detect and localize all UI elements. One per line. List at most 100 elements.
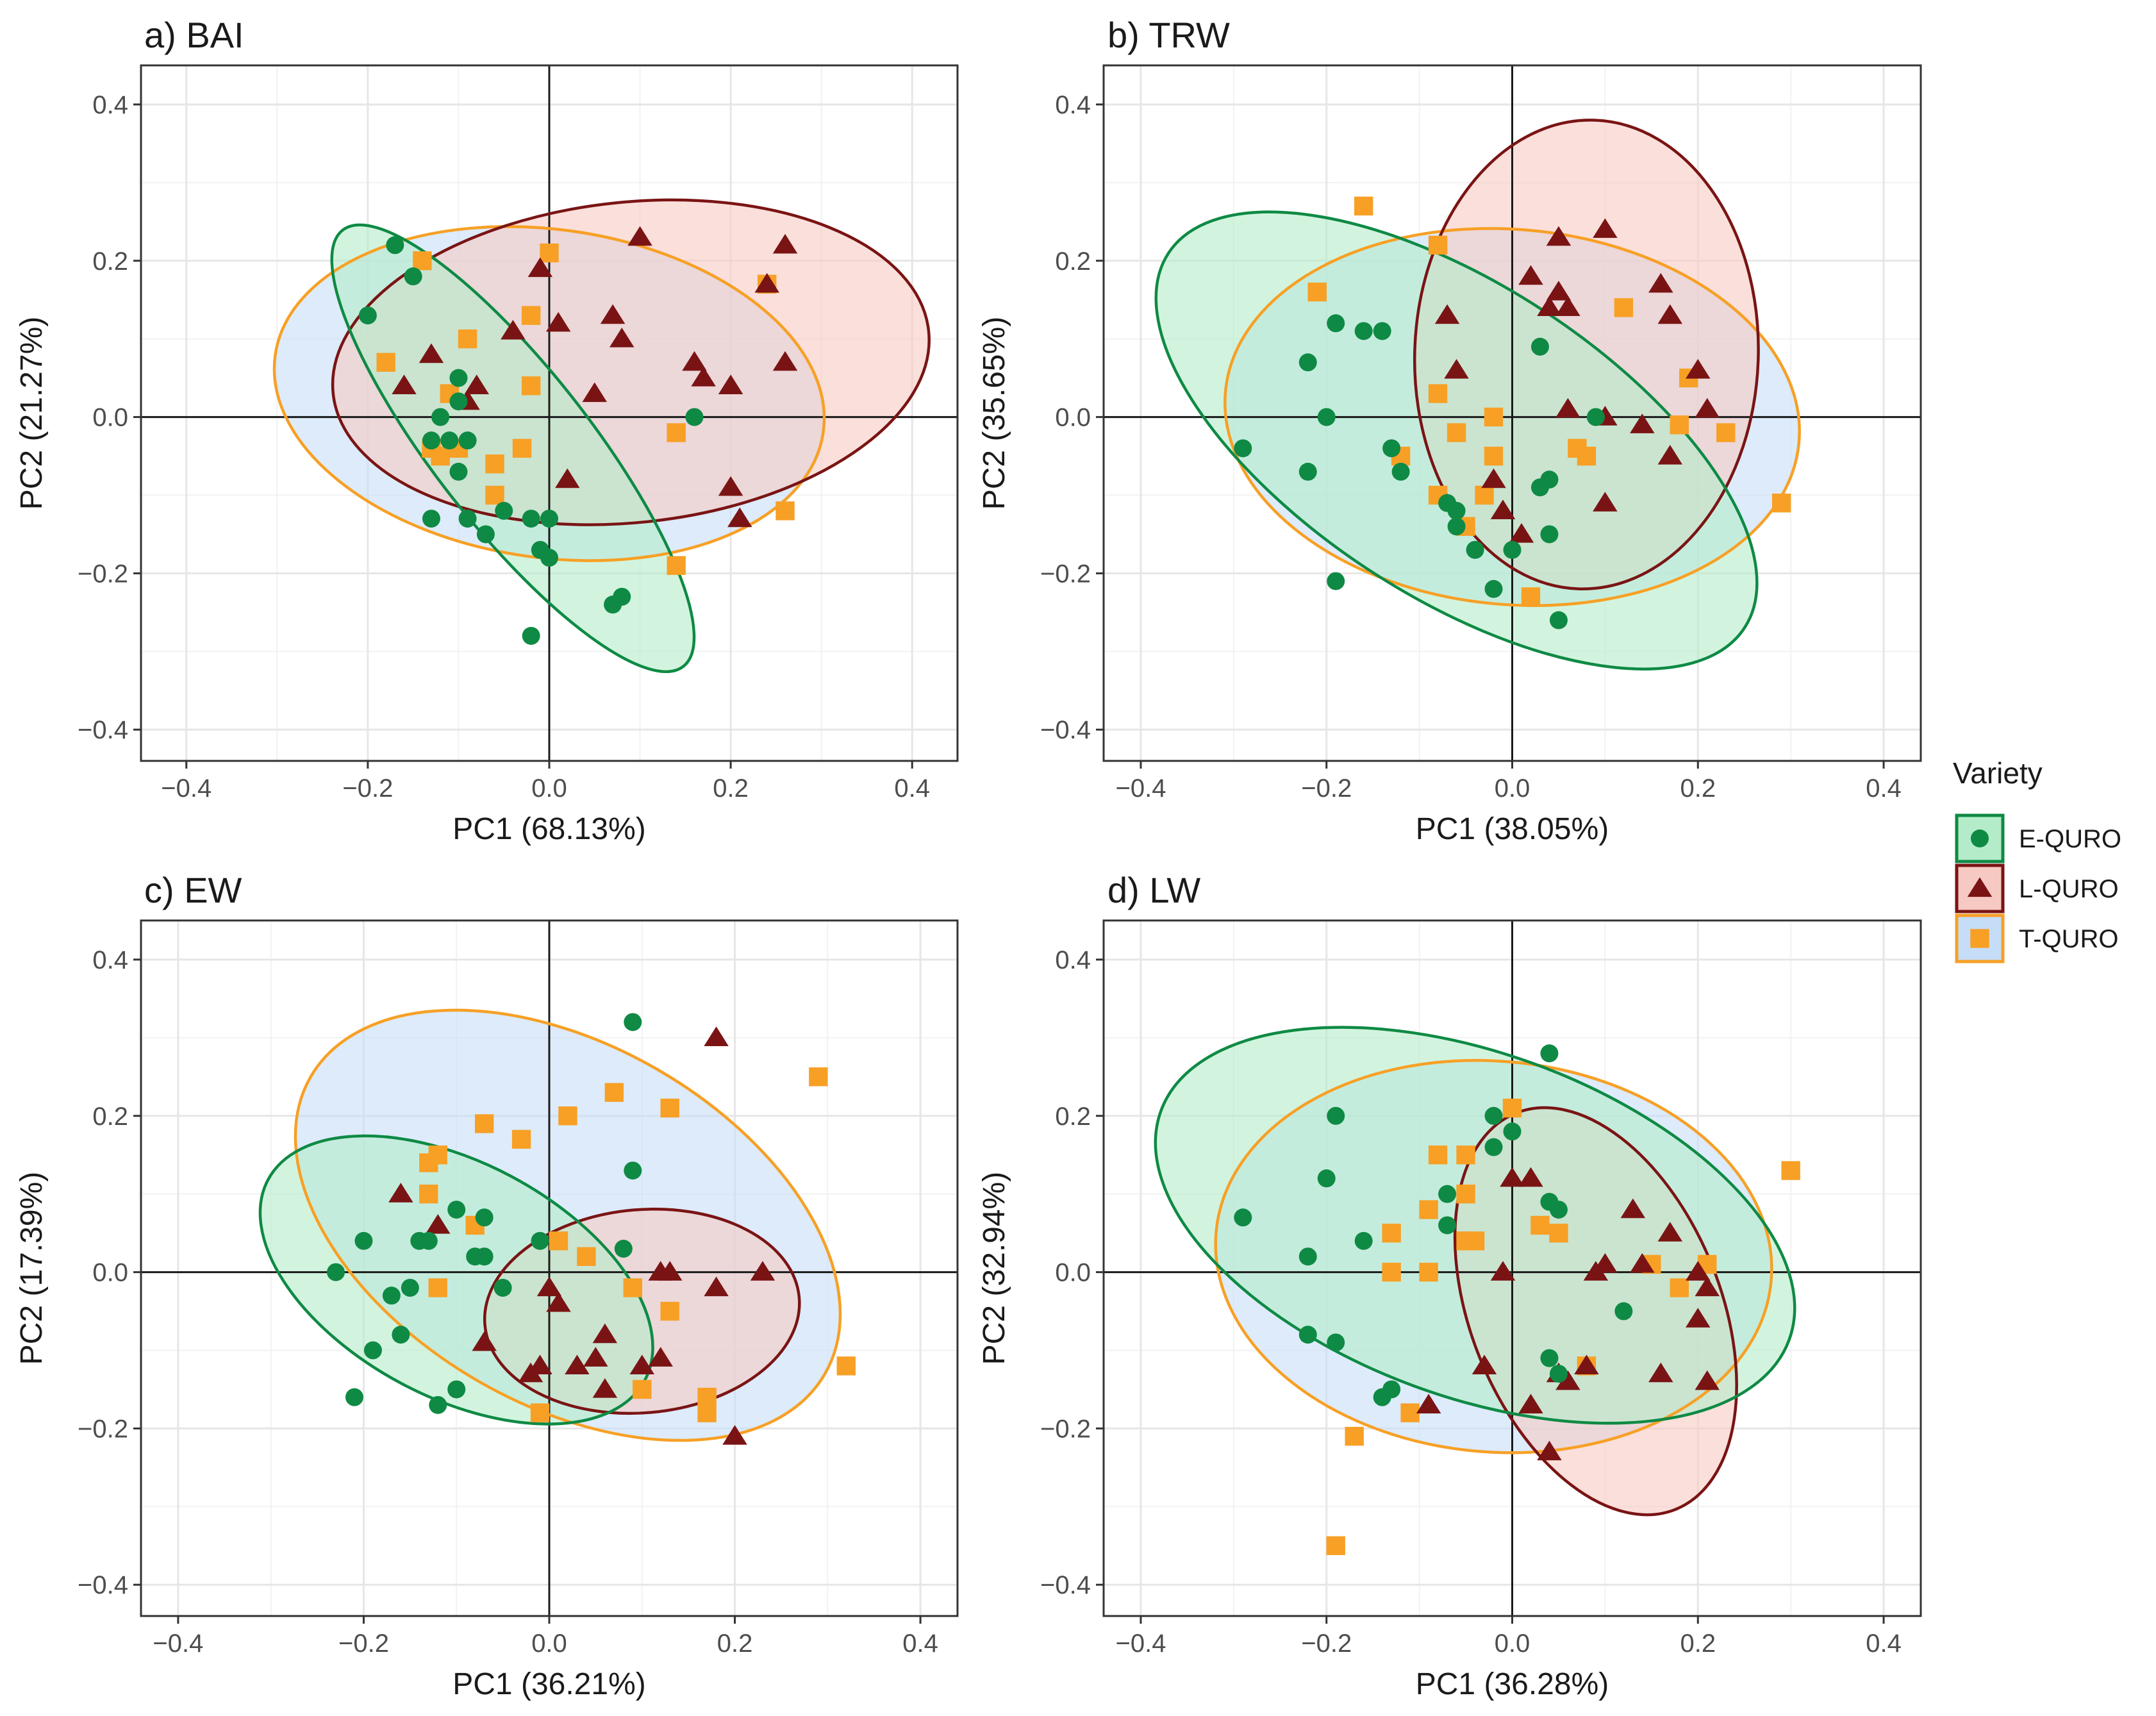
point-l-quro (1490, 1261, 1516, 1281)
point-l-quro (1574, 1354, 1599, 1375)
point-e-quro (1466, 540, 1484, 559)
point-t-quro (512, 438, 532, 458)
point-t-quro (1419, 1200, 1438, 1219)
point-e-quro (386, 236, 404, 254)
point-t-quro (376, 353, 395, 372)
legend-title: Variety (1953, 756, 2043, 790)
point-e-quro (382, 1287, 401, 1305)
ellipse-outline-e-quro (1154, 1026, 1796, 1425)
point-t-quro (419, 1153, 438, 1172)
point-e-quro (1391, 462, 1410, 481)
panel-2: b) TRW −0.4 −0.2 0.0 0.2 0.4 −0.4 −0.2 0.0 0.2 0.4… (977, 15, 1922, 846)
x-tick-label: 0.4 (894, 774, 930, 803)
point-e-quro (1327, 314, 1345, 333)
ellipse-outline-t-quro (1214, 1058, 1773, 1454)
point-e-quro (1298, 1247, 1317, 1266)
point-t-quro (1456, 1145, 1475, 1165)
x-tick-label: −0.4 (1115, 774, 1166, 803)
point-e-quro (540, 549, 558, 567)
panel-1: a) BAI −0.4 −0.2 0.0 0.2 0.4 −0.4 −0.2 0.0 0.2 0.4… (15, 15, 959, 846)
point-e-quro (401, 1278, 419, 1297)
point-e-quro (358, 306, 377, 325)
point-l-quro (1444, 358, 1469, 379)
point-e-quro (1354, 322, 1373, 340)
point-t-quro (485, 485, 504, 505)
point-l-quro (501, 319, 526, 340)
legend-marker-triangle (1967, 877, 1993, 897)
ellipse-outline-l-quro (1413, 119, 1760, 590)
x-tick-label: 0.2 (1680, 1629, 1716, 1658)
point-e-quro (447, 1201, 466, 1219)
points (358, 226, 798, 645)
point-l-quro (1695, 397, 1720, 418)
point-l-quro (1434, 304, 1460, 324)
point-l-quro (722, 1425, 747, 1445)
ellipse-outline-l-quro (331, 198, 931, 526)
point-e-quro (1540, 471, 1559, 489)
point-l-quro (1630, 413, 1655, 433)
point-e-quro (1298, 1326, 1317, 1344)
point-t-quro (530, 1403, 550, 1422)
point-t-quro (1400, 1403, 1420, 1422)
x-axis-title: PC1 (38.05%) (1416, 812, 1609, 846)
point-e-quro (613, 587, 631, 606)
point-e-quro (419, 1231, 438, 1250)
points (327, 1013, 856, 1445)
point-l-quro (718, 476, 743, 496)
ellipses (1155, 1027, 1795, 1515)
point-l-quro (1555, 397, 1580, 418)
x-tick-label: 0.0 (531, 774, 567, 803)
point-l-quro (388, 1183, 413, 1203)
y-tick-label: 0.4 (1055, 946, 1091, 974)
y-tick-label: 0.0 (1055, 404, 1091, 432)
point-e-quro (1447, 517, 1466, 536)
point-e-quro (1540, 525, 1559, 544)
point-t-quro (623, 1278, 642, 1297)
point-t-quro (1670, 415, 1689, 435)
point-e-quro (475, 1247, 493, 1266)
point-e-quro (1382, 439, 1401, 458)
point-t-quro (1419, 1262, 1438, 1282)
point-t-quro (1530, 1215, 1550, 1235)
point-l-quro (583, 1347, 608, 1367)
point-l-quro (1593, 218, 1618, 238)
point-l-quro (536, 1276, 562, 1297)
point-t-quro (1781, 1161, 1800, 1180)
point-e-quro (447, 1380, 466, 1399)
point-l-quro (545, 312, 571, 332)
point-t-quro (1345, 1426, 1364, 1446)
point-l-quro (1518, 1394, 1543, 1413)
legend-label: L-QURO (2019, 875, 2119, 903)
y-axis-title: PC2 (32.94%) (977, 1172, 1011, 1365)
panel-title: b) TRW (1107, 15, 1230, 55)
x-tick-label: −0.2 (338, 1629, 389, 1658)
point-t-quro (1475, 485, 1494, 505)
point-t-quro (1354, 196, 1373, 216)
point-e-quro (1327, 572, 1345, 590)
point-l-quro (1509, 522, 1534, 543)
x-tick-label: 0.2 (717, 1629, 753, 1658)
point-t-quro (604, 1083, 624, 1102)
point-t-quro (775, 501, 795, 521)
point-l-quro (704, 1276, 729, 1297)
point-e-quro (475, 1208, 493, 1227)
y-axis-title: PC2 (17.39%) (15, 1172, 49, 1365)
point-l-quro (600, 304, 626, 324)
point-e-quro (1484, 579, 1503, 598)
point-l-quro (1583, 1261, 1609, 1281)
point-l-quro (1490, 499, 1516, 520)
points (1234, 196, 1791, 629)
x-tick-label: 0.0 (531, 1629, 567, 1658)
point-e-quro (422, 431, 440, 450)
point-t-quro (1502, 1098, 1522, 1118)
point-l-quro (1593, 492, 1618, 512)
point-l-quro (592, 1323, 618, 1344)
point-l-quro (772, 233, 798, 254)
legend-label: E-QURO (2019, 825, 2121, 853)
point-l-quro (1620, 1198, 1646, 1219)
point-t-quro (1521, 587, 1541, 606)
point-e-quro (624, 1162, 642, 1180)
point-l-quro (750, 1261, 775, 1281)
y-tick-label: 0.2 (92, 247, 128, 276)
y-tick-label: −0.4 (78, 1571, 128, 1599)
